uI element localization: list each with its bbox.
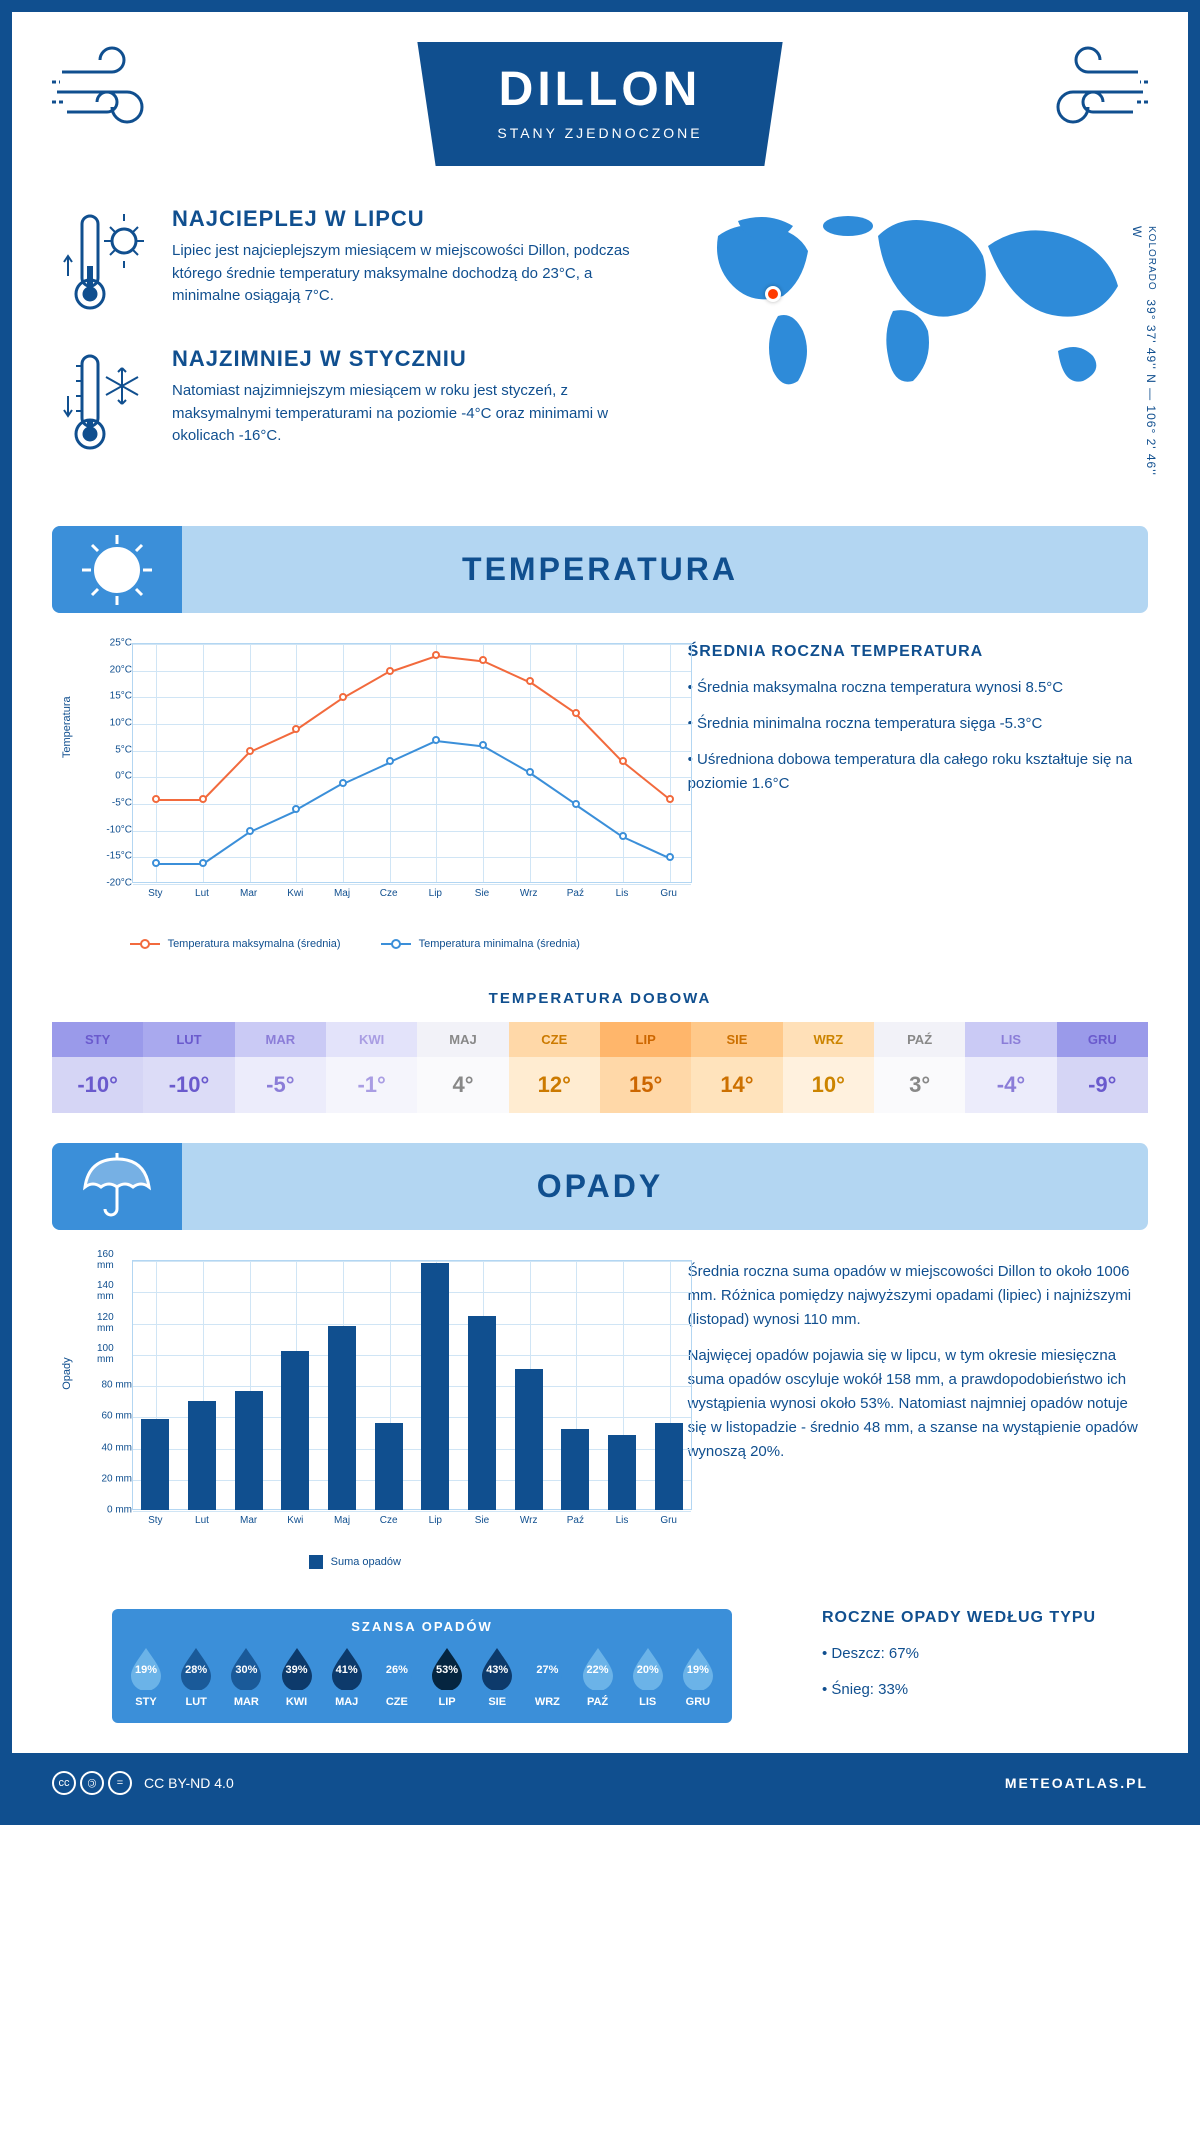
- world-map-block: KOLORADO 39° 37' 49'' N — 106° 2' 46'' W: [678, 206, 1138, 486]
- coldest-title: NAJZIMNIEJ W STYCZNIU: [172, 346, 648, 372]
- precipitation-types: ROCZNE OPADY WEDŁUG TYPU • Deszcz: 67% •…: [822, 1589, 1138, 1753]
- daily-temp-cell: LIS-4°: [965, 1022, 1056, 1113]
- footer: cc🄯= CC BY-ND 4.0 METEOATLAS.PL: [12, 1753, 1188, 1813]
- precip-bar: [421, 1263, 449, 1510]
- daily-temp-cell: PAŹ3°: [874, 1022, 965, 1113]
- chance-drop: 43%SIE: [478, 1646, 516, 1708]
- chance-drop: 27%WRZ: [528, 1646, 566, 1708]
- site-name: METEOATLAS.PL: [1005, 1775, 1148, 1791]
- precip-bar: [235, 1391, 263, 1510]
- temperature-legend: Temperatura maksymalna (średnia) Tempera…: [62, 938, 648, 950]
- precip-bar: [281, 1351, 309, 1510]
- daily-temp-cell: LUT-10°: [143, 1022, 234, 1113]
- license-label: CC BY-ND 4.0: [144, 1775, 234, 1791]
- precip-bar: [561, 1429, 589, 1510]
- chance-drop: 20%LIS: [629, 1646, 667, 1708]
- precip-bar: [188, 1401, 216, 1510]
- daily-temp-cell: WRZ10°: [783, 1022, 874, 1113]
- country-subtitle: STANY ZJEDNOCZONE: [497, 125, 702, 141]
- warmest-title: NAJCIEPLEJ W LIPCU: [172, 206, 648, 232]
- precip-bar: [375, 1423, 403, 1511]
- sun-icon: [52, 526, 182, 613]
- coldest-block: NAJZIMNIEJ W STYCZNIU Natomiast najzimni…: [62, 346, 648, 461]
- daily-temp-cell: STY-10°: [52, 1022, 143, 1113]
- chance-drop: 26%CZE: [378, 1646, 416, 1708]
- chance-drop: 22%PAŹ: [579, 1646, 617, 1708]
- daily-temp-grid: STY-10°LUT-10°MAR-5°KWI-1°MAJ4°CZE12°LIP…: [52, 1022, 1148, 1113]
- warmest-text: Lipiec jest najcieplejszym miesiącem w m…: [172, 240, 648, 308]
- daily-temp-title: TEMPERATURA DOBOWA: [12, 990, 1188, 1007]
- thermometer-hot-icon: [62, 206, 152, 321]
- precip-bar: [468, 1316, 496, 1510]
- precip-bar: [515, 1369, 543, 1510]
- precip-bar: [328, 1326, 356, 1510]
- precipitation-summary: Średnia roczna suma opadów w miejscowośc…: [688, 1260, 1138, 1569]
- city-title: DILLON: [497, 62, 702, 117]
- chance-drop: 19%STY: [127, 1646, 165, 1708]
- temperature-heading: TEMPERATURA: [52, 551, 1148, 588]
- warmest-block: NAJCIEPLEJ W LIPCU Lipiec jest najcieple…: [62, 206, 648, 321]
- chance-drop: 41%MAJ: [328, 1646, 366, 1708]
- daily-temp-cell: MAR-5°: [235, 1022, 326, 1113]
- infographic-frame: DILLON STANY ZJEDNOCZONE NAJCIEPLEJ W LI…: [0, 0, 1200, 1825]
- daily-temp-cell: GRU-9°: [1057, 1022, 1148, 1113]
- daily-temp-cell: CZE12°: [509, 1022, 600, 1113]
- header: DILLON STANY ZJEDNOCZONE: [12, 12, 1188, 186]
- precipitation-section-header: OPADY: [52, 1143, 1148, 1230]
- daily-temp-cell: KWI-1°: [326, 1022, 417, 1113]
- daily-temp-cell: MAJ4°: [417, 1022, 508, 1113]
- coldest-text: Natomiast najzimniejszym miesiącem w rok…: [172, 380, 648, 448]
- cc-license-icons: cc🄯=: [52, 1771, 132, 1795]
- thermometer-cold-icon: [62, 346, 152, 461]
- temperature-line-chart: Temperatura -20°C-15°C-10°C-5°C0°C5°C10°…: [62, 643, 648, 950]
- precip-bar: [141, 1419, 169, 1510]
- wind-icon: [52, 42, 172, 137]
- precip-bar: [608, 1435, 636, 1510]
- daily-temp-cell: SIE14°: [691, 1022, 782, 1113]
- precipitation-bar-chart: Opady 0 mm20 mm40 mm60 mm80 mm100 mm120 …: [62, 1260, 648, 1569]
- temperature-section-header: TEMPERATURA: [52, 526, 1148, 613]
- precipitation-legend: Suma opadów: [62, 1555, 648, 1569]
- chance-drop: 53%LIP: [428, 1646, 466, 1708]
- world-map: [678, 206, 1138, 406]
- temperature-summary: ŚREDNIA ROCZNA TEMPERATURA • Średnia mak…: [688, 643, 1138, 950]
- intro-section: NAJCIEPLEJ W LIPCU Lipiec jest najcieple…: [12, 186, 1188, 516]
- precipitation-heading: OPADY: [52, 1168, 1148, 1205]
- wind-icon: [1028, 42, 1148, 137]
- chance-drop: 28%LUT: [177, 1646, 215, 1708]
- chance-drop: 30%MAR: [227, 1646, 265, 1708]
- daily-temp-cell: LIP15°: [600, 1022, 691, 1113]
- chance-drop: 19%GRU: [679, 1646, 717, 1708]
- chance-drop: 39%KWI: [278, 1646, 316, 1708]
- title-banner: DILLON STANY ZJEDNOCZONE: [417, 42, 782, 166]
- umbrella-icon: [52, 1143, 182, 1230]
- precip-bar: [655, 1423, 683, 1511]
- precipitation-chance-box: SZANSA OPADÓW 19%STY28%LUT30%MAR39%KWI41…: [112, 1609, 732, 1723]
